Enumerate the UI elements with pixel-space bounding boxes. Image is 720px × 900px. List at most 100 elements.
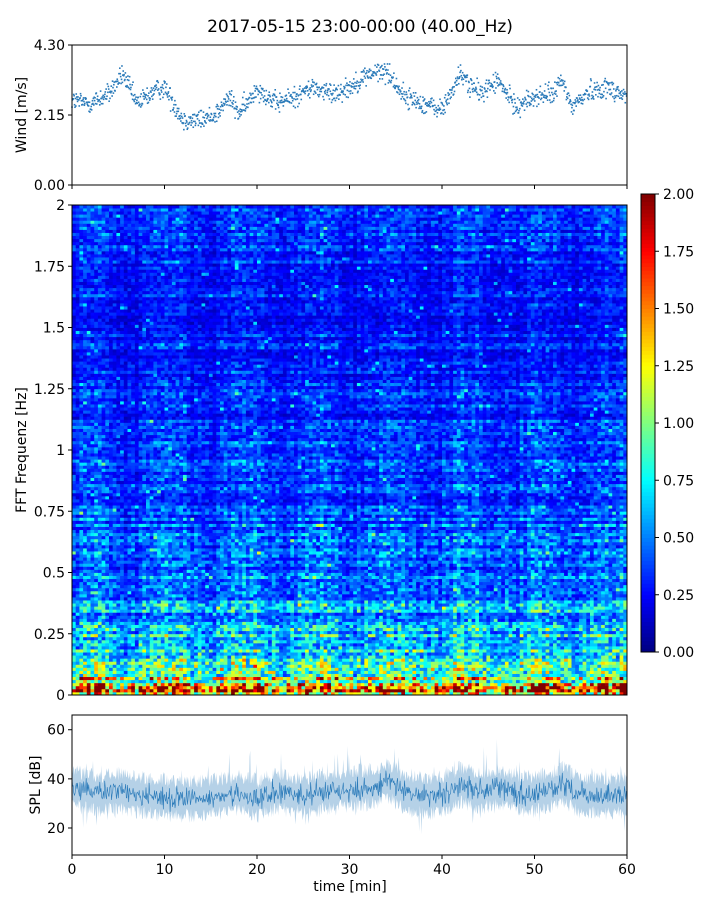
spectrogram-cell — [294, 686, 298, 689]
spectrogram-cell — [135, 683, 139, 686]
wind-point — [557, 84, 559, 86]
wind-point — [562, 80, 564, 82]
wind-point — [251, 102, 253, 104]
wind-point — [268, 102, 270, 104]
wind-point — [216, 106, 218, 108]
wind-point — [551, 92, 553, 94]
spectrogram-cell — [320, 689, 324, 692]
spectrogram-cell — [250, 683, 254, 686]
wind-point — [262, 88, 264, 90]
wind-point — [514, 99, 516, 101]
spectrogram-cell — [216, 689, 220, 692]
wind-point — [347, 90, 349, 92]
wind-point — [334, 90, 336, 92]
spectrogram-cell — [135, 689, 139, 692]
wind-point — [402, 96, 404, 98]
wind-point — [130, 87, 132, 89]
wind-point — [111, 91, 113, 93]
spectrogram-cell — [153, 689, 157, 692]
spectrogram-cell — [601, 686, 605, 689]
wind-point — [441, 102, 443, 104]
wind-point — [295, 96, 297, 98]
wind-point — [451, 89, 453, 91]
spectrogram-cell — [102, 686, 106, 689]
spectrogram-cell — [483, 686, 487, 689]
spectrogram-cell — [165, 683, 169, 686]
wind-point — [249, 93, 251, 95]
spectrogram-cell — [301, 686, 305, 689]
wind-point — [363, 71, 365, 73]
wind-point — [159, 93, 161, 95]
wind-point — [276, 103, 278, 105]
spectrogram-cell — [535, 689, 539, 692]
wind-point — [294, 92, 296, 94]
wind-point — [519, 117, 521, 119]
spectrogram-cell — [486, 689, 490, 692]
wind-point — [206, 118, 208, 120]
wind-point — [190, 124, 192, 126]
spectrogram-cell — [79, 686, 83, 689]
wind-point — [292, 92, 294, 94]
wind-point — [488, 80, 490, 82]
wind-point — [257, 94, 259, 96]
wind-point — [613, 83, 615, 85]
spectrogram-cell — [150, 686, 154, 689]
wind-point — [281, 100, 283, 102]
wind-point — [623, 89, 625, 91]
wind-point — [435, 107, 437, 109]
wind-point — [575, 101, 577, 103]
wind-point — [511, 96, 513, 98]
wind-point — [469, 88, 471, 90]
wind-point — [475, 87, 477, 89]
wind-point — [238, 110, 240, 112]
wind-point — [402, 93, 404, 95]
wind-point — [134, 94, 136, 96]
wind-point — [150, 91, 152, 93]
wind-point — [458, 83, 460, 85]
wind-point — [610, 89, 612, 91]
wind-point — [227, 96, 229, 98]
wind-point — [489, 82, 491, 84]
wind-point — [614, 101, 616, 103]
spectrogram-cell — [468, 689, 472, 692]
wind-point — [153, 93, 155, 95]
wind-point — [127, 75, 129, 77]
wind-point — [375, 73, 377, 75]
wind-point — [102, 103, 104, 105]
wind-point — [559, 78, 561, 80]
spectrogram-cell — [368, 689, 372, 692]
wind-point — [533, 98, 535, 100]
wind-point — [541, 97, 543, 99]
spectrogram-cell — [239, 686, 243, 689]
wind-point — [224, 98, 226, 100]
wind-point — [254, 90, 256, 92]
spectrogram-cell — [298, 686, 302, 689]
spectrogram-cell — [157, 686, 161, 689]
wind-point — [455, 78, 457, 80]
wind-point — [238, 118, 240, 120]
wind-point — [309, 89, 311, 91]
spectrogram-cell — [105, 683, 109, 686]
wind-point — [75, 93, 77, 95]
wind-point — [489, 89, 491, 91]
wind-point — [381, 74, 383, 76]
wind-point — [571, 111, 573, 113]
wind-point — [101, 98, 103, 100]
wind-point — [555, 90, 557, 92]
wind-point — [478, 99, 480, 101]
wind-point — [84, 103, 86, 105]
wind-point — [539, 91, 541, 93]
spectrogram-cell — [350, 689, 354, 692]
spectrogram-cell — [87, 686, 91, 689]
wind-point — [293, 105, 295, 107]
spectrogram-cell — [542, 689, 546, 692]
spectrogram-cell — [449, 686, 453, 689]
spectrogram-cell — [472, 689, 476, 692]
wind-point — [331, 102, 333, 104]
wind-point — [506, 89, 508, 91]
wind-point — [198, 125, 200, 127]
wind-point — [604, 78, 606, 80]
wind-point — [438, 105, 440, 107]
wind-point — [283, 105, 285, 107]
wind-point — [181, 116, 183, 118]
